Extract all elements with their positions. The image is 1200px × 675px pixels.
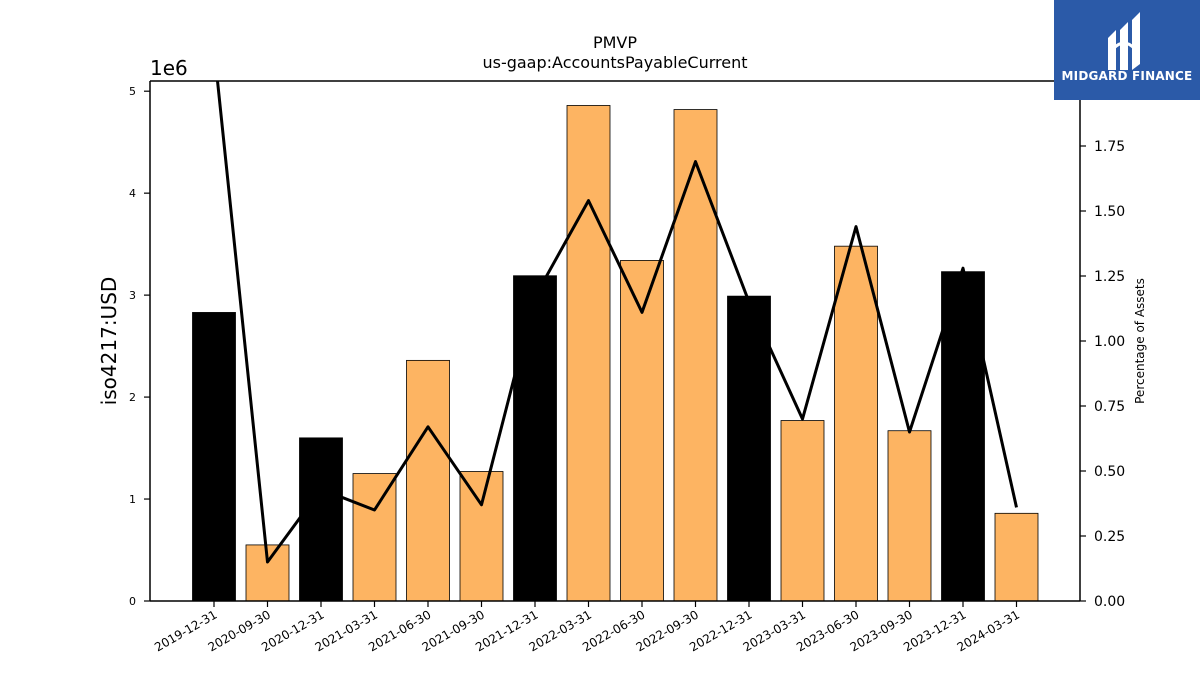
bar-2023-09-30 bbox=[887, 430, 932, 602]
bar-2021-03-31 bbox=[352, 473, 397, 602]
y-tick-label: 2 bbox=[129, 391, 136, 404]
y-tick-label: 4 bbox=[129, 187, 136, 200]
y2-tick-label: 0.50 bbox=[1094, 464, 1125, 480]
bar-2022-12-31 bbox=[727, 295, 771, 602]
bar-2023-03-31 bbox=[780, 420, 825, 602]
bar-2019-12-31 bbox=[192, 312, 236, 602]
bar-2022-09-30 bbox=[673, 109, 718, 602]
logo-mark-icon bbox=[1108, 12, 1140, 70]
y-tick-label: 5 bbox=[129, 85, 136, 98]
bar-2021-12-31 bbox=[513, 275, 557, 602]
y-tick-label: 1 bbox=[129, 493, 136, 506]
brand-logo: MIDGARD FINANCE bbox=[1054, 0, 1200, 100]
y2-tick-label: 1.50 bbox=[1094, 204, 1125, 220]
bar-2021-06-30 bbox=[406, 359, 450, 602]
line-layer bbox=[216, 81, 1018, 564]
y2-tick-label: 0.00 bbox=[1094, 594, 1125, 610]
bar-2022-06-30 bbox=[620, 260, 664, 602]
percentage-line bbox=[216, 81, 1018, 564]
y2-axis-label: Percentage of Assets bbox=[1133, 278, 1147, 404]
logo-text: MIDGARD FINANCE bbox=[1061, 69, 1193, 83]
bars bbox=[192, 105, 1039, 602]
y2-tick-label: 1.75 bbox=[1094, 139, 1125, 155]
y2-tick-label: 1.25 bbox=[1094, 269, 1125, 285]
bar-2023-12-31 bbox=[941, 271, 985, 602]
chart-title: PMVP bbox=[593, 33, 637, 52]
y2-tick-label: 1.00 bbox=[1094, 334, 1125, 350]
bar-2023-06-30 bbox=[834, 245, 878, 602]
y2-tick-label: 0.25 bbox=[1094, 529, 1125, 545]
y2-tick-label: 0.75 bbox=[1094, 399, 1125, 415]
y-multiplier: 1e6 bbox=[150, 56, 188, 80]
bar-2020-12-31 bbox=[299, 437, 343, 602]
bar-2024-03-31 bbox=[994, 512, 1039, 602]
chart-subtitle: us-gaap:AccountsPayableCurrent bbox=[482, 53, 747, 72]
y-tick-label: 0 bbox=[129, 595, 136, 608]
bar-2022-03-31 bbox=[566, 105, 611, 602]
y-axis-label: iso4217:USD bbox=[97, 277, 121, 406]
bar-2021-09-30 bbox=[459, 471, 504, 602]
y-tick-label: 3 bbox=[129, 289, 136, 302]
